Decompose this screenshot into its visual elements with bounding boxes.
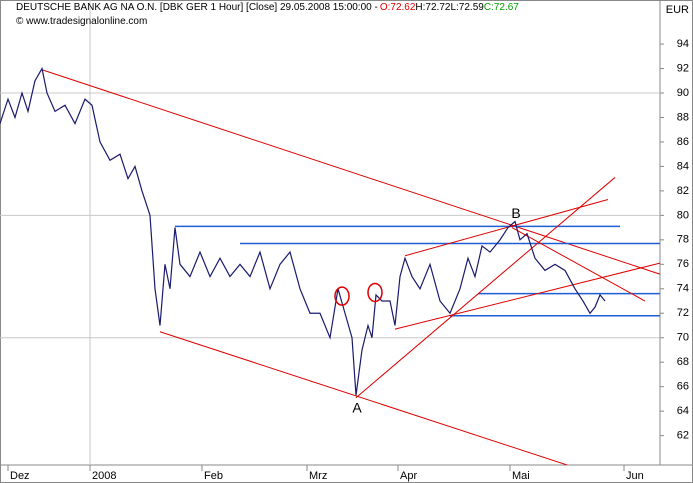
- y-tick-label: 86: [677, 136, 689, 148]
- highlight-circle: [367, 282, 383, 303]
- highlight-circle: [334, 286, 350, 306]
- trendline: [394, 262, 660, 330]
- ohlc-value: L:72.59: [450, 2, 484, 13]
- x-tick-label: Mai: [512, 470, 530, 482]
- y-tick-label: 94: [677, 38, 689, 50]
- header: DEUTSCHE BANK AG NA O.N. [DBK GER 1 Hour…: [16, 2, 519, 13]
- y-tick-label: 78: [677, 234, 689, 246]
- y-tick-label: 68: [677, 356, 689, 368]
- y-tick-label: 82: [677, 185, 689, 197]
- y-tick-label: 76: [677, 258, 689, 270]
- y-tick-label: 72: [677, 307, 689, 319]
- y-tick-label: 66: [677, 381, 689, 393]
- y-axis-label: EUR: [666, 4, 689, 16]
- x-tick-label: Feb: [204, 470, 223, 482]
- x-tick-label: 2008: [92, 470, 116, 482]
- y-tick-label: 80: [677, 209, 689, 221]
- watermark: © www.tradesignalonline.com: [16, 16, 148, 27]
- trendline: [41, 69, 660, 275]
- y-tick-label: 62: [677, 430, 689, 442]
- trendline: [511, 227, 646, 302]
- y-tick-label: 74: [677, 283, 689, 295]
- x-tick-label: Apr: [400, 470, 417, 482]
- ohlc-value: H:72.72: [415, 2, 451, 13]
- trendline: [159, 331, 569, 465]
- y-tick-label: 70: [677, 332, 689, 344]
- x-tick-label: Mrz: [309, 470, 327, 482]
- y-tick-label: 64: [677, 405, 689, 417]
- y-tick-label: 92: [677, 62, 689, 74]
- y-tick-label: 88: [677, 111, 689, 123]
- plot: AB: [0, 66, 660, 465]
- annotation: A: [352, 399, 362, 415]
- y-tick-label: 90: [677, 87, 689, 99]
- price-line: [0, 66, 606, 396]
- trendline: [355, 177, 616, 399]
- annotation: B: [511, 205, 520, 221]
- x-tick-label: Jun: [626, 470, 644, 482]
- y-tick-label: 84: [677, 160, 689, 172]
- title: DEUTSCHE BANK AG NA O.N. [DBK GER 1 Hour…: [16, 2, 378, 13]
- ohlc-value: C:72.67: [483, 2, 519, 13]
- trendline: [404, 198, 609, 257]
- x-tick-label: Dez: [10, 470, 30, 482]
- ohlc-value: O:72.62: [379, 2, 416, 13]
